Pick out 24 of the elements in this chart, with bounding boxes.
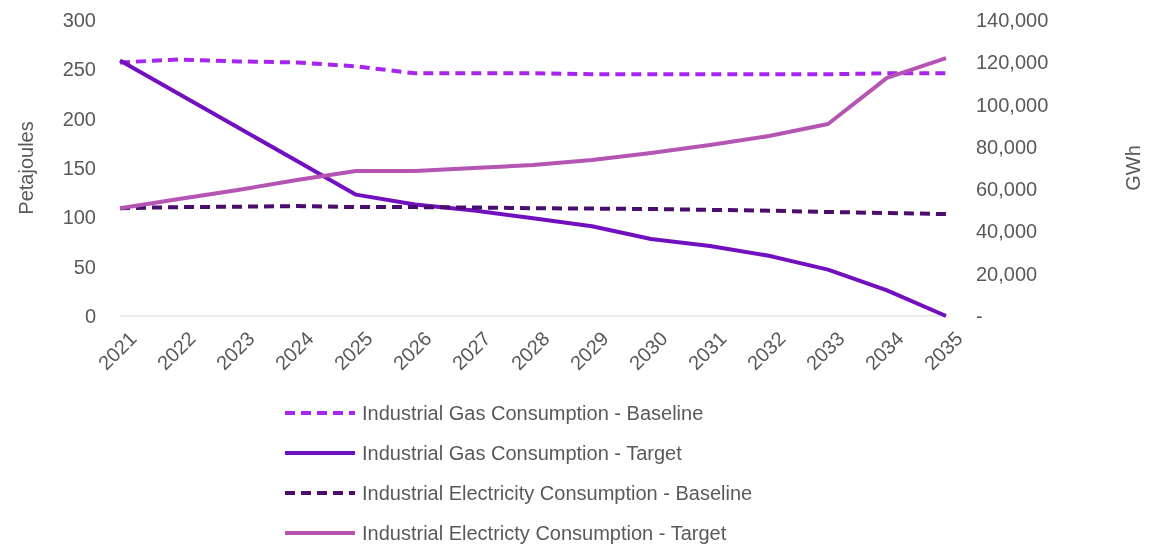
y-tick-label: 150 (62, 157, 96, 179)
y2-tick-label: 140,000 (976, 9, 1049, 31)
line-series (118, 56, 948, 211)
legend-label: Industrial Gas Consumption - Target (362, 442, 683, 464)
y2-tick-label: - (976, 305, 983, 327)
y-tick-label: 0 (84, 305, 96, 327)
y2-tick-label: 20,000 (976, 262, 1038, 285)
legend-label: Industrial Gas Consumption - Baseline (362, 402, 704, 424)
legend-label: Industrial Electricty Consumption - Target (362, 522, 727, 544)
y2-tick-label: 120,000 (976, 51, 1049, 74)
y-axis-title: Petajoules (15, 121, 37, 215)
line-series (118, 58, 948, 318)
y2-tick-label: 40,000 (976, 220, 1038, 243)
y2-tick-label: 60,000 (976, 178, 1038, 201)
y-tick-label: 100 (62, 206, 96, 229)
y2-axis-title: GWh (1122, 145, 1144, 191)
line-series (118, 57, 948, 77)
y2-tick-label: 100,000 (976, 93, 1049, 116)
y-tick-label: 50 (73, 255, 96, 278)
legend-label: Industrial Electricity Consumption - Baseline (362, 482, 753, 504)
y-tick-label: 250 (62, 58, 96, 81)
y-tick-label: 200 (62, 107, 96, 130)
y2-tick-label: 80,000 (976, 135, 1038, 158)
y-tick-label: 300 (62, 9, 96, 31)
